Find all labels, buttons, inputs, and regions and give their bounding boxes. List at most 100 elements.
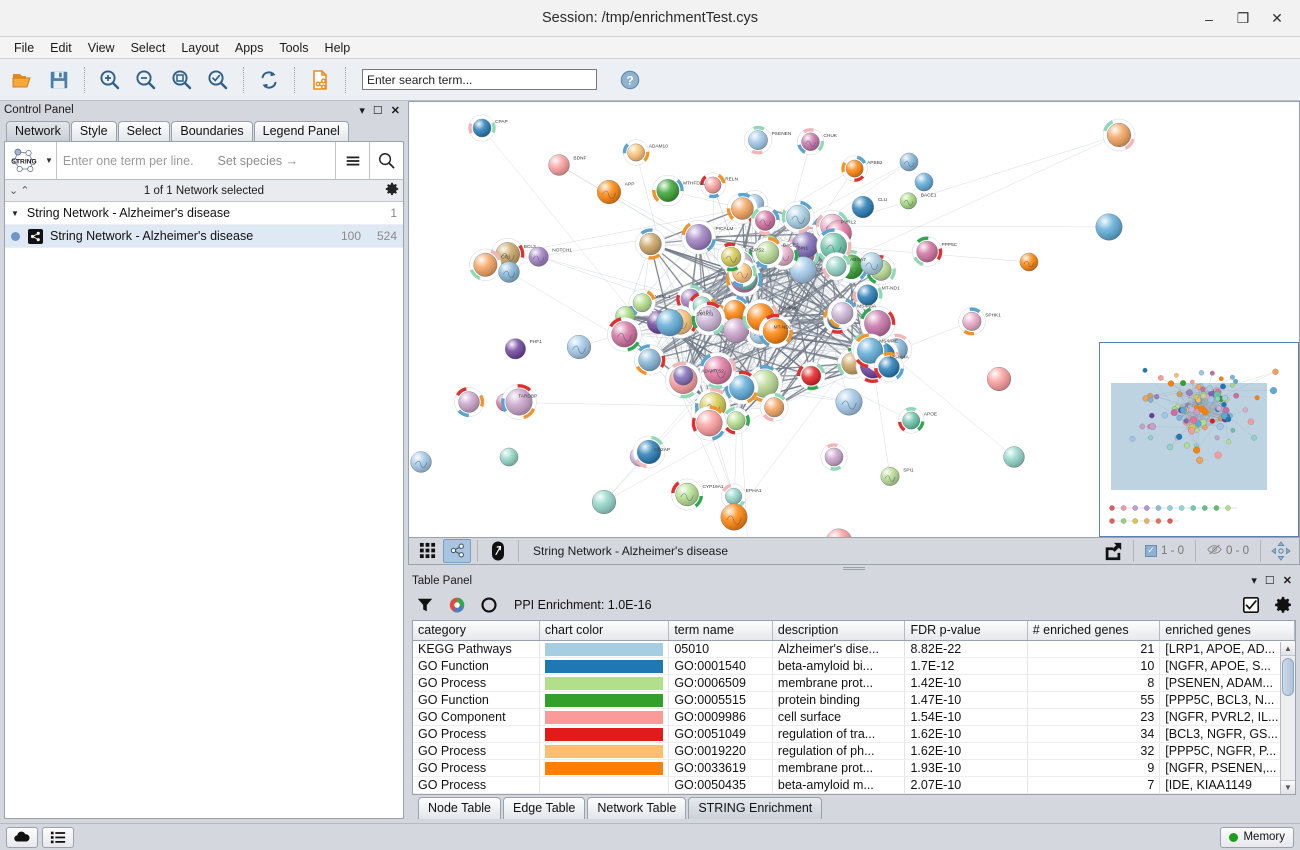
scroll-up-arrow-icon[interactable]: ▲	[1281, 641, 1295, 656]
close-button[interactable]: ✕	[1271, 10, 1283, 26]
svg-text:ADAMTS2: ADAMTS2	[701, 368, 724, 374]
enrichment-table-wrap[interactable]: category chart color term name descripti…	[412, 619, 1296, 796]
fit-content-icon[interactable]	[1267, 539, 1295, 563]
minimize-button[interactable]: –	[1205, 10, 1213, 27]
network-list-subbar: ⌄ ⌃ 1 of 1 Network selected	[5, 180, 403, 202]
zoom-out-icon[interactable]	[129, 63, 163, 97]
tab-legend-panel[interactable]: Legend Panel	[253, 121, 349, 141]
export-image-icon[interactable]	[1099, 539, 1127, 563]
horizontal-splitter[interactable]	[408, 565, 1300, 572]
svg-text:BACE2: BACE2	[783, 243, 799, 249]
column-header-category[interactable]: category	[413, 620, 540, 642]
grid-layout-icon[interactable]	[413, 539, 441, 563]
table-row[interactable]: GO Component GO:0009986 cell surface 1.54E-…	[413, 708, 1295, 727]
column-header-term-name[interactable]: term name	[668, 620, 773, 642]
open-folder-icon[interactable]	[6, 63, 40, 97]
menu-view[interactable]: View	[87, 40, 115, 55]
tab-node-table[interactable]: Node Table	[418, 797, 502, 820]
tab-string-enrichment[interactable]: STRING Enrichment	[688, 797, 823, 820]
network-tree-item[interactable]: String Network - Alzheimer's disease 100…	[5, 225, 403, 248]
help-icon[interactable]: ?	[613, 63, 647, 97]
svg-text:CR1: CR1	[501, 254, 511, 260]
annotation-icon[interactable]	[484, 539, 512, 563]
table-row[interactable]: GO Process GO:0051049 regulation of tra...…	[413, 725, 1295, 744]
table-row[interactable]: GO Process GO:0050435 beta-amyloid m... 2.0…	[413, 776, 1295, 795]
maximize-button[interactable]: ❐	[1236, 10, 1250, 26]
tab-network[interactable]: Network	[6, 121, 70, 141]
menu-layout[interactable]: Layout	[181, 40, 219, 55]
task-list-icon[interactable]	[42, 826, 74, 848]
tab-boundaries[interactable]: Boundaries	[171, 121, 253, 141]
checkbox-checked-icon[interactable]	[1240, 594, 1262, 616]
table-row[interactable]: GO Process GO:0033619 membrane prot... 1.93…	[413, 759, 1295, 778]
table-row[interactable]: GO Process GO:0006509 membrane prot... 1.42…	[413, 674, 1295, 693]
network-view[interactable]: MT-ND2 MT-ND1 VSNL1 GAB2 ADAMTS2 PVRL2 SMUG1 TO…	[408, 101, 1300, 538]
string-logo-icon[interactable]: STRING	[5, 142, 45, 179]
column-header-enriched-gene-count[interactable]: # enriched genes	[1027, 620, 1161, 642]
chevrons-down-icon[interactable]: ⌄	[9, 185, 19, 197]
string-dropdown-caret-icon[interactable]: ▼	[45, 156, 53, 165]
column-header-fdr-pvalue[interactable]: FDR p-value	[904, 620, 1028, 642]
search-icon[interactable]	[370, 142, 403, 179]
zoom-fit-icon[interactable]	[165, 63, 199, 97]
maximize-icon[interactable]: ☐	[372, 104, 383, 117]
close-icon[interactable]: ✕	[1282, 575, 1292, 588]
scroll-down-arrow-icon[interactable]: ▼	[1281, 780, 1295, 795]
cell-fdr-pvalue: 1.47E-10	[904, 691, 1028, 710]
chevron-down-icon[interactable]: ▾	[1251, 575, 1257, 588]
menu-help[interactable]: Help	[324, 40, 351, 55]
table-row[interactable]: KEGG Pathways 05010 Alzheimer's dise... 8.8…	[413, 640, 1295, 659]
tab-select[interactable]: Select	[117, 121, 171, 141]
cloud-icon[interactable]	[6, 826, 38, 848]
zoom-selected-icon[interactable]	[201, 63, 235, 97]
network-view-title: String Network - Alzheimer's disease	[533, 543, 729, 558]
zoom-in-icon[interactable]	[93, 63, 127, 97]
table-row[interactable]: GO Function GO:0005515 protein binding 1.47…	[413, 691, 1295, 710]
menu-edit[interactable]: Edit	[50, 40, 72, 55]
table-row[interactable]: GO Function GO:0001540 beta-amyloid bi... 1…	[413, 657, 1295, 676]
network-graph[interactable]: MT-ND2 MT-ND1 VSNL1 GAB2 ADAMTS2 PVRL2 SMUG1 TO…	[409, 102, 1299, 537]
menu-apps[interactable]: Apps	[234, 40, 264, 55]
network-item-label: String Network - Alzheimer's disease	[50, 229, 254, 243]
chevron-down-icon[interactable]: ▾	[359, 104, 365, 117]
funnel-icon[interactable]	[414, 594, 436, 616]
menu-tools[interactable]: Tools	[279, 40, 309, 55]
gear-icon[interactable]	[385, 182, 399, 199]
menu-select[interactable]: Select	[130, 40, 166, 55]
column-header-chart-color[interactable]: chart color	[539, 620, 670, 642]
selected-nodes-indicator[interactable]: ✓ 1 - 0	[1140, 544, 1189, 557]
search-input[interactable]: Enter search term...	[362, 69, 597, 90]
maximize-icon[interactable]: ☐	[1264, 575, 1275, 588]
pie-chart-icon[interactable]	[446, 594, 468, 616]
donut-chart-icon[interactable]	[478, 594, 500, 616]
export-network-icon[interactable]	[303, 63, 337, 97]
svg-text:SPI1: SPI1	[903, 467, 914, 473]
refresh-icon[interactable]	[252, 63, 286, 97]
column-header-enriched-genes[interactable]: enriched genes	[1159, 620, 1295, 642]
menu-file[interactable]: File	[14, 40, 35, 55]
table-vertical-scrollbar[interactable]: ▲ ▼	[1280, 641, 1295, 795]
memory-button[interactable]: Memory	[1220, 826, 1294, 848]
chevrons-up-icon[interactable]: ⌃	[20, 185, 30, 197]
expand-triangle-icon[interactable]: ▼	[11, 208, 19, 218]
cell-description: regulation of tra...	[772, 725, 906, 744]
hamburger-icon[interactable]	[336, 142, 369, 179]
column-header-description[interactable]: description	[772, 620, 906, 642]
network-tree-group-row[interactable]: ▼ String Network - Alzheimer's disease 1	[5, 202, 403, 225]
network-icon[interactable]	[443, 538, 471, 563]
tab-network-table[interactable]: Network Table	[587, 797, 687, 820]
scrollbar-thumb[interactable]	[1282, 657, 1294, 696]
tab-style[interactable]: Style	[70, 121, 117, 141]
network-overview-minimap[interactable]	[1099, 341, 1299, 537]
table-row[interactable]: GO Process GO:0019220 regulation of ph... 1…	[413, 742, 1295, 761]
set-species-link[interactable]: Set species →	[217, 153, 299, 168]
tab-edge-table[interactable]: Edge Table	[503, 797, 586, 820]
gear-icon[interactable]	[1272, 594, 1294, 616]
network-canvas[interactable]: MT-ND2 MT-ND1 VSNL1 GAB2 ADAMTS2 PVRL2 SMUG1 TO…	[409, 102, 1299, 537]
close-icon[interactable]: ✕	[390, 104, 400, 117]
hidden-nodes-indicator[interactable]: 0 - 0	[1202, 543, 1254, 559]
save-icon[interactable]	[42, 63, 76, 97]
cell-description: protein binding	[772, 691, 906, 710]
color-swatch	[544, 693, 664, 707]
string-term-input[interactable]: Enter one term per line. Set species →	[57, 142, 335, 179]
